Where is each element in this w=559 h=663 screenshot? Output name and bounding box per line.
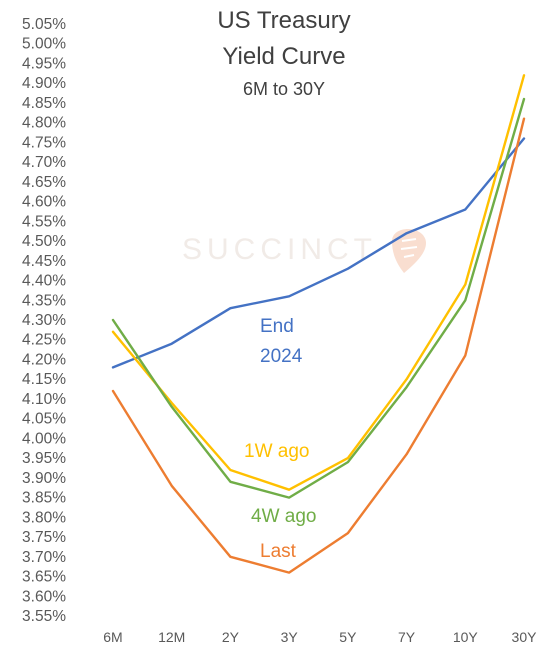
x-tick-label: 12M: [158, 629, 185, 645]
series-line-end-2024: [111, 137, 526, 369]
y-tick-label: 3.70%: [22, 549, 66, 566]
y-tick-label: 4.35%: [22, 292, 66, 309]
series-label-1w-ago: 1W ago: [244, 441, 309, 462]
y-tick-label: 3.90%: [22, 470, 66, 487]
y-tick-label: 4.70%: [22, 154, 66, 171]
y-tick-label: 4.90%: [22, 75, 66, 92]
y-tick-label: 5.05%: [22, 16, 66, 33]
series-label-last: Last: [260, 541, 297, 562]
series-label-end-2024: End 2024: [260, 316, 303, 367]
y-tick-label: 3.75%: [22, 529, 66, 546]
y-tick-label: 4.85%: [22, 95, 66, 112]
x-tick-label: 30Y: [512, 629, 538, 645]
y-tick-label: 4.80%: [22, 115, 66, 132]
x-tick-label: 5Y: [339, 629, 357, 645]
y-tick-label: 5.00%: [22, 36, 66, 53]
watermark: SUCCINCT: [182, 229, 426, 273]
y-tick-label: 4.30%: [22, 312, 66, 329]
series-line-1w-ago: [111, 74, 526, 491]
series-label-4w-ago: 4W ago: [251, 506, 316, 527]
y-axis: 3.55% 3.60% 3.65% 3.70% 3.75% 3.80% 3.85% 3.90%…: [22, 16, 66, 625]
y-tick-label: 4.40%: [22, 273, 66, 290]
y-tick-label: 3.95%: [22, 450, 66, 467]
series-label-line: 2024: [260, 346, 303, 367]
y-tick-label: 4.20%: [22, 351, 66, 368]
series-labels: End 2024 1W ago 4W ago Last: [244, 316, 316, 562]
y-tick-label: 4.25%: [22, 332, 66, 349]
y-tick-label: 3.60%: [22, 588, 66, 605]
y-tick-label: 3.65%: [22, 569, 66, 586]
y-tick-label: 4.60%: [22, 194, 66, 211]
x-tick-label: 3Y: [281, 629, 299, 645]
chart-title: US Treasury Yield Curve: [217, 7, 350, 70]
chart-subtitle: 6M to 30Y: [243, 79, 325, 99]
y-tick-label: 3.55%: [22, 608, 66, 625]
series-label-line: End: [260, 316, 294, 337]
y-tick-label: 4.65%: [22, 174, 66, 191]
y-tick-label: 4.95%: [22, 55, 66, 72]
title-line-2: Yield Curve: [222, 43, 345, 70]
title-line-1: US Treasury: [217, 7, 350, 34]
watermark-text: SUCCINCT: [182, 233, 377, 266]
series-label-line: Last: [260, 541, 297, 562]
y-tick-label: 4.00%: [22, 430, 66, 447]
x-axis: 6M 12M 2Y 3Y 5Y 7Y 10Y 30Y: [103, 629, 537, 645]
y-tick-label: 4.05%: [22, 411, 66, 428]
x-tick-label: 7Y: [398, 629, 416, 645]
series-line-last: [111, 117, 526, 574]
x-tick-label: 2Y: [222, 629, 240, 645]
series-label-line: 4W ago: [251, 506, 316, 527]
y-tick-label: 4.55%: [22, 213, 66, 230]
y-tick-label: 3.80%: [22, 509, 66, 526]
series-line-4w-ago: [111, 97, 526, 499]
y-tick-label: 4.45%: [22, 253, 66, 270]
x-tick-label: 6M: [103, 629, 122, 645]
y-tick-label: 4.75%: [22, 134, 66, 151]
y-tick-label: 4.15%: [22, 371, 66, 388]
y-tick-label: 3.85%: [22, 490, 66, 507]
series-label-line: 1W ago: [244, 441, 309, 462]
y-tick-label: 4.10%: [22, 391, 66, 408]
y-tick-label: 4.50%: [22, 233, 66, 250]
series-lines: [111, 74, 526, 574]
x-tick-label: 10Y: [453, 629, 479, 645]
watermark-logo-icon: [392, 229, 426, 273]
